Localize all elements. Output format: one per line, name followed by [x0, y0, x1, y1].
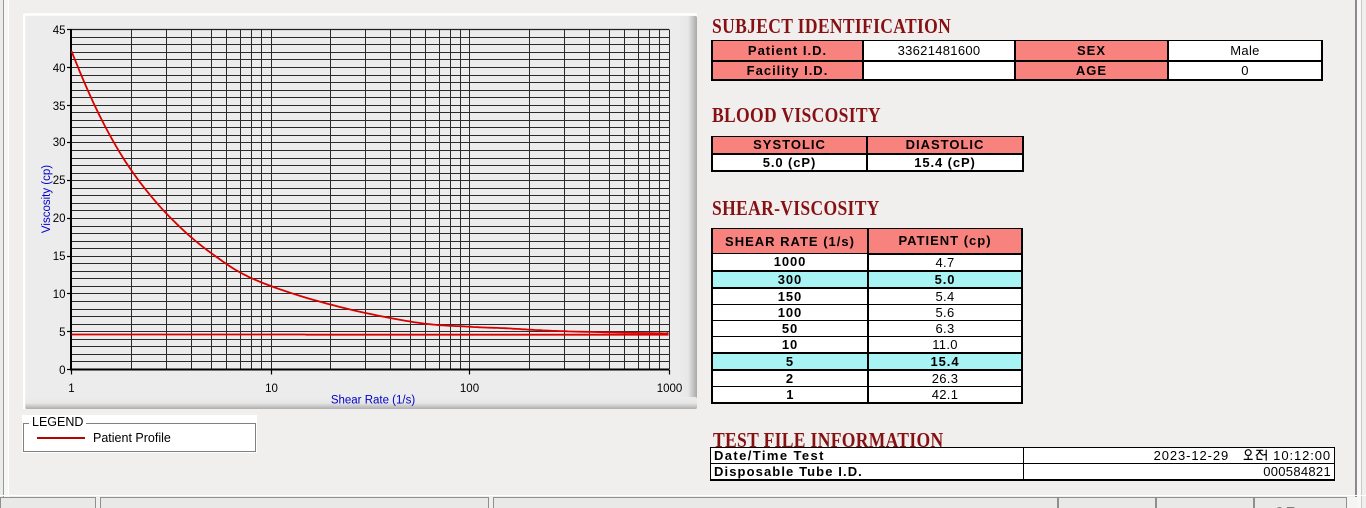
- svg-text:1: 1: [68, 383, 74, 395]
- svg-text:5: 5: [59, 327, 65, 339]
- svg-text:10: 10: [53, 289, 66, 301]
- svg-text:35: 35: [53, 101, 66, 113]
- svg-text:10: 10: [265, 383, 278, 395]
- svg-text:20: 20: [53, 213, 66, 225]
- svg-text:25: 25: [53, 175, 66, 187]
- svg-text:Viscosity (cp): Viscosity (cp): [41, 165, 53, 233]
- svg-text:100: 100: [460, 383, 479, 395]
- svg-text:15: 15: [53, 251, 66, 263]
- svg-text:Shear Rate (1/s): Shear Rate (1/s): [331, 395, 416, 407]
- svg-text:40: 40: [53, 63, 66, 75]
- svg-text:30: 30: [53, 137, 66, 149]
- svg-text:1000: 1000: [657, 383, 683, 395]
- svg-text:0: 0: [59, 365, 65, 377]
- svg-text:45: 45: [53, 25, 66, 37]
